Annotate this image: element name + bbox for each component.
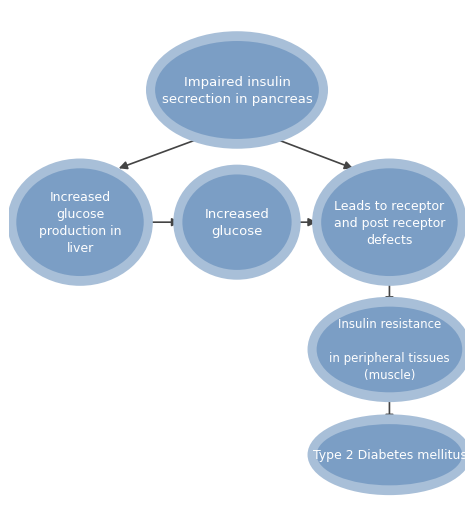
Ellipse shape — [308, 414, 471, 495]
Text: Leads to receptor
and post receptor
defects: Leads to receptor and post receptor defe… — [334, 200, 445, 246]
Text: Impaired insulin
secrection in pancreas: Impaired insulin secrection in pancreas — [162, 76, 312, 106]
Ellipse shape — [155, 42, 319, 139]
Ellipse shape — [146, 32, 328, 150]
Ellipse shape — [182, 175, 292, 270]
Ellipse shape — [173, 165, 301, 280]
Ellipse shape — [7, 159, 153, 286]
Text: Increased
glucose
production in
liver: Increased glucose production in liver — [39, 191, 121, 254]
Text: Increased
glucose: Increased glucose — [205, 208, 269, 238]
Ellipse shape — [16, 169, 144, 276]
Ellipse shape — [312, 159, 467, 286]
Ellipse shape — [308, 297, 471, 402]
Ellipse shape — [317, 307, 462, 392]
Ellipse shape — [317, 425, 462, 486]
Ellipse shape — [321, 169, 458, 276]
Text: Type 2 Diabetes mellitus: Type 2 Diabetes mellitus — [312, 448, 466, 461]
Text: Insulin resistance

in peripheral tissues
(muscle): Insulin resistance in peripheral tissues… — [329, 318, 450, 382]
